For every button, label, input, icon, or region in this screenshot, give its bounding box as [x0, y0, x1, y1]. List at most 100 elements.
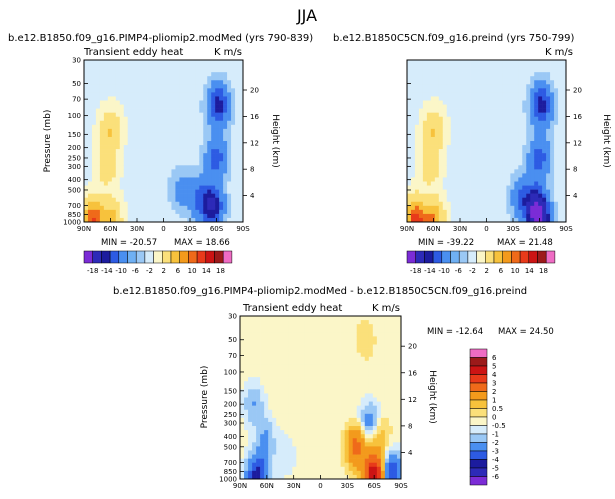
field-cell — [434, 169, 440, 174]
field-cell — [522, 92, 527, 97]
field-cell — [376, 368, 382, 374]
field-cell — [175, 116, 180, 122]
field-cell — [344, 352, 349, 358]
field-cell — [324, 434, 329, 439]
field-cell — [526, 197, 531, 203]
field-cell — [264, 377, 269, 382]
field-cell — [240, 344, 245, 349]
field-cell — [348, 405, 354, 411]
field-cell — [264, 430, 269, 435]
field-cell — [482, 149, 487, 154]
field-cell — [368, 450, 374, 455]
field-cell — [470, 181, 475, 186]
field-cell — [167, 68, 172, 73]
field-cell — [304, 442, 309, 447]
field-cell — [410, 76, 416, 81]
field-cell — [119, 96, 125, 101]
field-cell — [344, 356, 349, 362]
field-cell — [260, 373, 265, 378]
field-cell — [426, 177, 432, 182]
field-cell — [155, 80, 160, 85]
field-cell — [546, 84, 551, 89]
field-cell — [462, 193, 467, 198]
field-cell — [272, 364, 277, 370]
field-cell — [284, 405, 289, 411]
field-cell — [107, 197, 113, 203]
field-cell — [538, 153, 543, 158]
field-cell — [292, 377, 297, 382]
field-cell — [183, 72, 188, 77]
field-cell — [320, 470, 325, 476]
field-cell — [502, 124, 507, 130]
field-cell — [518, 217, 523, 223]
field-cell — [215, 68, 220, 73]
field-cell — [558, 149, 563, 154]
field-cell — [392, 320, 398, 325]
field-cell — [514, 60, 519, 65]
field-cell — [392, 401, 398, 406]
field-cell — [167, 96, 172, 101]
field-cell — [223, 185, 228, 190]
field-cell — [478, 100, 483, 105]
field-cell — [203, 149, 208, 154]
field-cell — [542, 76, 547, 81]
field-cell — [372, 324, 378, 329]
field-cell — [410, 141, 416, 146]
field-cell — [414, 189, 420, 194]
field-cell — [260, 438, 265, 443]
field-cell — [231, 161, 236, 166]
field-cell — [268, 332, 273, 337]
panel-1-ylabel: Pressure (mb) — [43, 110, 53, 173]
field-cell — [143, 132, 148, 138]
field-cell — [482, 213, 487, 219]
field-cell — [470, 161, 475, 166]
y-tick-label: 500 — [68, 186, 81, 194]
field-cell — [272, 438, 277, 443]
field-cell — [430, 181, 436, 186]
field-cell — [554, 60, 559, 65]
field-cell — [388, 385, 394, 390]
field-cell — [352, 434, 358, 439]
field-cell — [147, 161, 152, 166]
field-cell — [466, 72, 471, 77]
field-cell — [284, 332, 289, 337]
field-cell — [135, 80, 140, 85]
field-cell — [183, 68, 188, 73]
field-cell — [199, 132, 204, 138]
field-cell — [244, 373, 249, 378]
field-cell — [554, 120, 559, 126]
field-cell — [348, 364, 354, 370]
field-cell — [256, 381, 261, 386]
field-cell — [280, 320, 285, 325]
field-cell — [167, 108, 172, 113]
field-cell — [410, 96, 416, 101]
field-cell — [558, 201, 563, 207]
field-cell — [462, 217, 467, 223]
field-cell — [364, 373, 370, 378]
field-cell — [123, 108, 129, 113]
field-cell — [542, 145, 547, 150]
field-cell — [498, 96, 503, 101]
field-cell — [244, 352, 249, 358]
field-cell — [442, 116, 448, 122]
field-cell — [554, 116, 559, 122]
field-cell — [175, 64, 180, 69]
field-cell — [123, 112, 129, 117]
field-cell — [280, 470, 285, 476]
field-cell — [324, 360, 329, 366]
field-cell — [284, 336, 289, 341]
field-cell — [368, 356, 374, 362]
field-cell — [388, 409, 394, 415]
colorbar-box — [162, 250, 172, 264]
field-cell — [470, 84, 475, 89]
panel-2-title: b.e12.B1850C5CN.f09_g16.preind (yrs 750-… — [333, 33, 575, 44]
field-cell — [364, 364, 370, 370]
field-cell — [407, 185, 412, 190]
field-cell — [187, 197, 192, 203]
field-cell — [388, 393, 394, 398]
field-cell — [231, 185, 236, 190]
field-cell — [490, 76, 495, 81]
field-cell — [446, 84, 452, 89]
field-cell — [514, 153, 519, 158]
field-cell — [392, 438, 398, 443]
